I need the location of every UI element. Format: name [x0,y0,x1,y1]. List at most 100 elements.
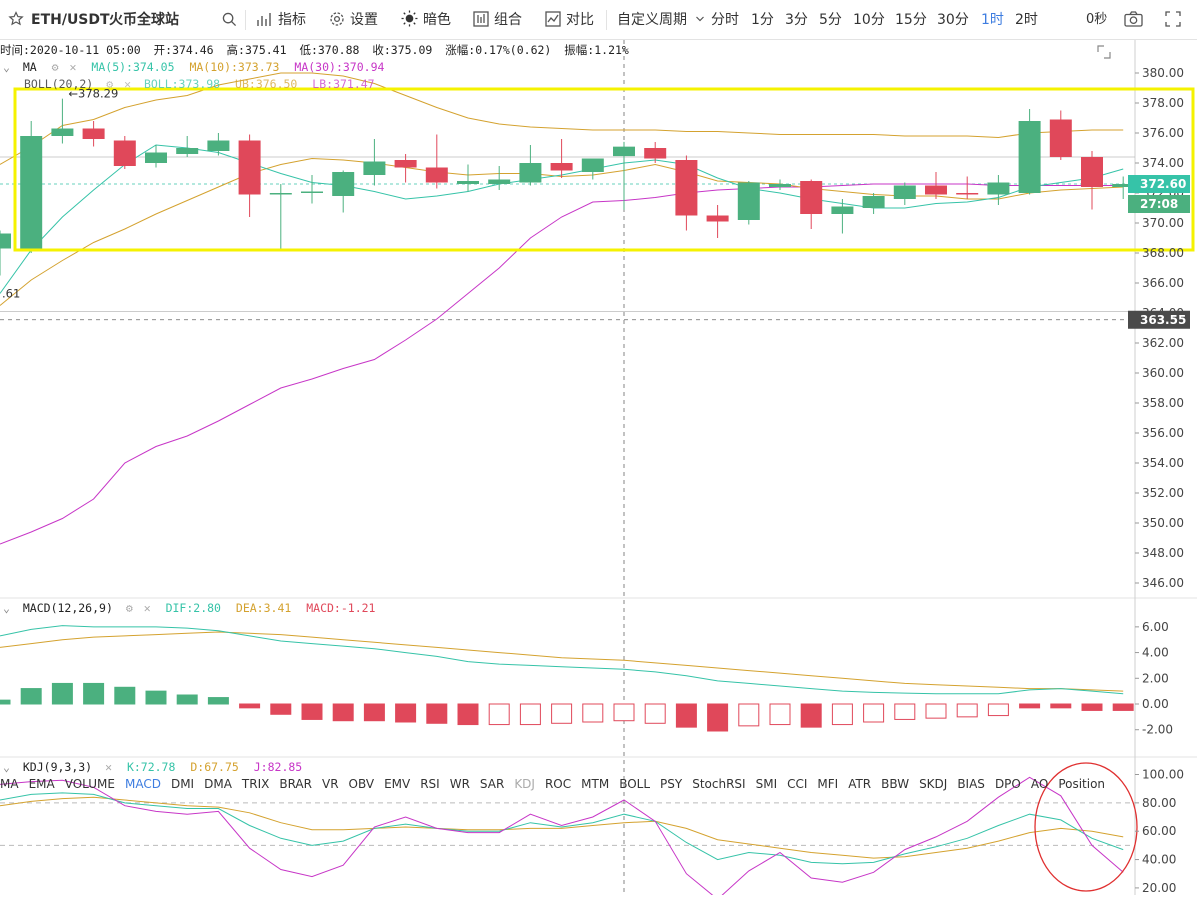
indicator-tab-trix[interactable]: TRIX [241,777,270,791]
macd-histogram-bar [707,703,729,732]
collapse-arrow-icon[interactable]: ⌄ [3,760,10,774]
legend-close-icon[interactable]: ✕ [143,601,151,615]
legend-gear-icon[interactable]: ⚙ [51,60,59,74]
candle-up [519,163,542,183]
indicator-tab-volume[interactable]: VOLUME [64,777,115,791]
indicator-tab-obv[interactable]: OBV [348,777,375,791]
indicator-tab-wr[interactable]: WR [449,777,470,791]
legend-close-icon[interactable]: ✕ [69,60,77,74]
indicator-tab-mtm[interactable]: MTM [581,777,610,791]
candle-up [862,196,885,208]
period-item[interactable]: 1分 [751,12,774,28]
macd-histogram-bar [987,703,1009,717]
candle-up [332,172,355,196]
settings-button[interactable]: 设置 [329,0,378,40]
period-item[interactable]: 10分 [853,12,885,28]
macd-histogram-bar [83,682,105,705]
symbol-label[interactable]: ETH/USDT [31,12,110,28]
indicator-tab-sar[interactable]: SAR [479,777,505,791]
indicator-tab-psy[interactable]: PSY [660,777,683,791]
macd-legend-name: MACD(12,26,9) [22,601,113,615]
search-icon[interactable] [222,0,242,40]
candle-up [737,182,760,220]
indicator-tab-boll[interactable]: BOLL [619,777,651,791]
period-item[interactable]: 15分 [895,12,927,28]
candle-down [706,215,729,222]
ma-legend: ⌄ MA ⚙ ✕ MA(5):374.05 MA(10):373.73 MA(3… [3,60,384,74]
indicator-tab-roc[interactable]: ROC [544,777,572,791]
fullscreen-icon[interactable] [1165,0,1186,40]
indicator-tab-bias[interactable]: BIAS [957,777,985,791]
indicator-tab-stochrsi[interactable]: StochRSI [692,777,746,791]
indicator-tab-skdj[interactable]: SKDJ [919,777,948,791]
indicator-tab-bbw[interactable]: BBW [881,777,910,791]
chart-area[interactable]: ←378.29.61 380.00378.00376.00374.00372.0… [0,40,1197,898]
indicator-tab-ao[interactable]: AO [1030,777,1049,791]
compare-button[interactable]: 对比 [545,0,594,40]
macd-histogram-bar [582,703,604,723]
ohlc-open: 开:374.46 [153,43,214,57]
kdj-legend: ⌄ KDJ(9,3,3) ✕ K:72.78 D:67.75 J:82.85 [3,760,302,774]
period-item[interactable]: 分时 [711,12,739,28]
legend-close-icon[interactable]: ✕ [105,760,112,774]
axis-tick-label: 346.00 [1142,576,1184,590]
combo-icon [473,11,489,27]
axis-tick-label: 358.00 [1142,396,1184,410]
combo-button[interactable]: 组合 [473,0,522,40]
candle-up [488,179,511,184]
expand-pane-icon[interactable] [1096,44,1112,63]
indicator-tab-position[interactable]: Position [1058,777,1106,791]
period-item[interactable]: 30分 [937,12,969,28]
price-axis: 380.00378.00376.00374.00372.00370.00368.… [1128,66,1190,895]
crosshair-price-tag-bg [1128,310,1190,329]
macd-histogram-bar [551,703,573,724]
macd-histogram-bar [488,703,510,726]
macd-histogram-bar [1019,703,1041,709]
chart-canvas[interactable]: ←378.29.61 380.00378.00376.00374.00372.0… [0,40,1197,898]
theme-toggle-button[interactable]: 暗色 [401,0,451,40]
legend-gear-icon[interactable]: ⚙ [125,601,133,615]
period-item[interactable]: 3分 [785,12,808,28]
ma10-line [0,157,1124,306]
indicator-tab-kdj[interactable]: KDJ [514,777,535,791]
indicator-tab-macd[interactable]: MACD [124,777,161,791]
custom-period-dropdown[interactable]: 自定义周期 [617,0,710,40]
indicator-tab-vr[interactable]: VR [321,777,339,791]
indicator-tab-dpo[interactable]: DPO [994,777,1021,791]
axis-tick-label: 360.00 [1142,366,1184,380]
indicator-tab-mfi[interactable]: MFI [817,777,839,791]
legend-gear-icon[interactable]: ⚙ [106,77,114,91]
chevron-down-icon [696,16,705,22]
collapse-arrow-icon[interactable]: ⌄ [3,601,10,615]
indicator-tab-smi[interactable]: SMI [755,777,778,791]
collapse-arrow-icon[interactable]: ⌄ [3,60,10,74]
top-toolbar: ETH/USDT 火币全球站 指标 设置 暗色 组合 对比 自定义周期 分时 1… [0,0,1197,40]
candle-up [51,128,74,136]
indicator-tab-emv[interactable]: EMV [384,777,411,791]
indicator-tab-dma[interactable]: DMA [204,777,232,791]
camera-icon[interactable] [1124,0,1148,40]
indicator-tab-ema[interactable]: EMA [28,777,55,791]
axis-tick-label: 374.00 [1142,156,1184,170]
indicator-button[interactable]: 指标 [257,0,306,40]
macd-histogram-bar [301,703,323,720]
period-item[interactable]: 2时 [1015,12,1038,28]
candle-down [925,185,947,195]
candle-down [644,148,667,159]
countdown-tag: 27:08 [1140,197,1178,211]
compare-icon [545,11,561,27]
indicator-tab-atr[interactable]: ATR [848,777,872,791]
period-item-active[interactable]: 1时 [981,12,1004,28]
legend-close-icon[interactable]: ✕ [124,77,131,91]
period-item[interactable]: 5分 [819,12,842,28]
indicator-tab-brar[interactable]: BRAR [279,777,312,791]
axis-tick-label: 40.00 [1142,853,1176,867]
exchange-label[interactable]: 火币全球站 [109,12,179,28]
ohlc-close: 收:375.09 [372,43,433,57]
dea-value: DEA:3.41 [235,601,292,615]
indicator-tab-dmi[interactable]: DMI [170,777,195,791]
favorite-star-icon[interactable] [8,0,29,40]
indicator-tab-ma[interactable]: MA [0,777,19,791]
indicator-tab-rsi[interactable]: RSI [420,777,440,791]
indicator-tab-cci[interactable]: CCI [787,777,808,791]
